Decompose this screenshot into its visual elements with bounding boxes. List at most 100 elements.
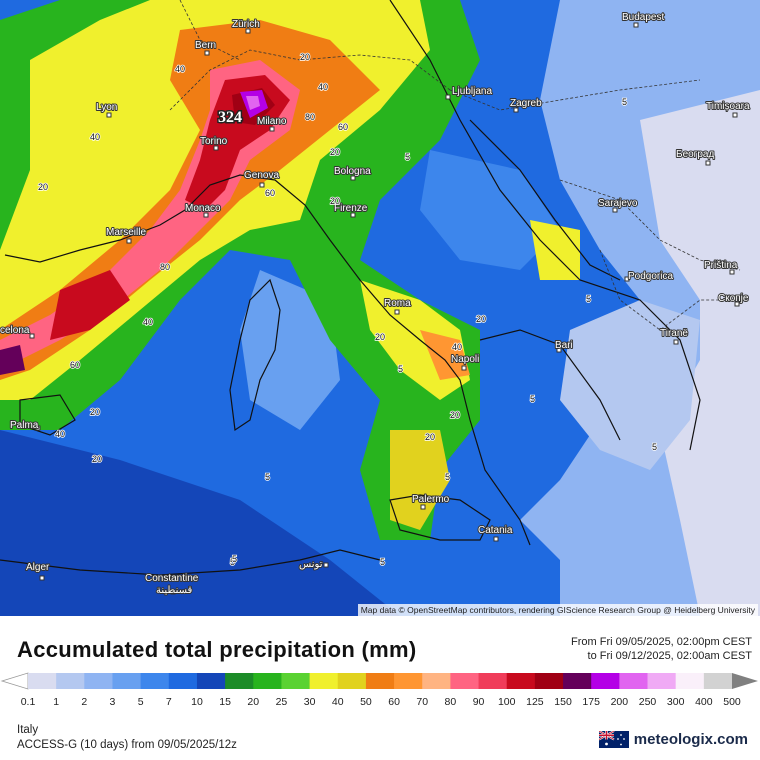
field-west-purple	[0, 345, 25, 375]
city-torino[interactable]: Torino	[199, 135, 229, 151]
city-sarajevo[interactable]: Sarajevo	[597, 197, 639, 213]
city-marseille[interactable]: Marseille	[105, 226, 147, 244]
svg-text:Zagreb: Zagreb	[510, 98, 542, 109]
legend-arrow-high	[732, 673, 758, 689]
legend-swatch	[281, 673, 311, 689]
field-red-gulf	[50, 270, 130, 340]
map-canvas: 324 Zürich Bern Lyon Milano Torino Genov…	[0, 0, 760, 616]
svg-text:Roma: Roma	[384, 298, 411, 309]
legend-labels: 0.1 1 2 3 5 7 10 15 20 25 30 40 50 60 70 80 90 100 125 150 1…	[0, 696, 760, 710]
legend-swatch	[394, 673, 423, 689]
legend-tick-label: 50	[360, 696, 372, 708]
svg-text:Tiranë: Tiranë	[660, 328, 688, 339]
city-firenze[interactable]: Firenze	[333, 202, 369, 218]
legend-colorbar	[0, 672, 758, 690]
svg-text:20: 20	[476, 314, 486, 324]
field-orange-napoli	[420, 330, 470, 380]
svg-text:Београд: Београд	[676, 149, 714, 160]
svg-text:20: 20	[375, 332, 385, 342]
period-from: From Fri 09/05/2025, 02:00pm CEST	[571, 636, 752, 648]
legend-tick-label: 400	[695, 696, 713, 708]
brand-logo[interactable]: meteologix.com	[598, 731, 748, 748]
svg-text:40: 40	[143, 317, 153, 327]
svg-text:5: 5	[586, 294, 591, 304]
legend-swatch	[28, 673, 57, 689]
svg-text:20: 20	[450, 410, 460, 420]
city-monaco[interactable]: Monaco	[184, 202, 222, 218]
city-tirane[interactable]: Tiranë	[659, 327, 689, 345]
svg-text:Palma: Palma	[10, 420, 39, 431]
city-ljubljana[interactable]: Ljubljana	[445, 85, 493, 100]
svg-text:60: 60	[265, 188, 275, 198]
city-bari[interactable]: Bari	[554, 339, 574, 353]
city-milano[interactable]: Milano	[256, 115, 288, 132]
legend-tick-label: 500	[723, 696, 741, 708]
city-bologna[interactable]: Bologna	[333, 165, 372, 181]
legend-tick-label: 70	[416, 696, 429, 708]
svg-text:Genova: Genova	[244, 170, 279, 181]
svg-text:Скопје: Скопје	[718, 293, 749, 304]
legend-tick-label: 15	[219, 696, 231, 708]
svg-text:40: 40	[452, 342, 462, 352]
legend-tick-label: 25	[275, 696, 288, 708]
svg-text:Milano: Milano	[257, 116, 287, 127]
svg-text:20: 20	[92, 454, 102, 464]
legend-swatch	[309, 673, 339, 689]
field-southwest	[0, 430, 400, 616]
svg-text:5: 5	[405, 152, 410, 162]
svg-text:5: 5	[398, 364, 403, 374]
legend-swatch	[112, 673, 142, 689]
field-adriatic	[420, 150, 560, 270]
coastlines	[0, 0, 701, 576]
map-attribution[interactable]: Map data © OpenStreetMap contributors, r…	[357, 604, 758, 616]
city-barcelona[interactable]: celona	[0, 324, 35, 339]
city-zagreb[interactable]: Zagreb	[509, 97, 543, 113]
city-beograd[interactable]: Београд	[675, 148, 715, 166]
legend-tick-label: 7	[165, 696, 172, 708]
legend-swatch	[337, 673, 367, 689]
legend-tick-label: 40	[331, 696, 344, 708]
city-timisoara[interactable]: Timișoara	[705, 100, 751, 118]
city-catania[interactable]: Catania	[477, 524, 514, 542]
svg-text:5: 5	[265, 472, 270, 482]
svg-text:5: 5	[232, 554, 237, 564]
legend-swatch	[591, 673, 620, 689]
legend-swatch	[506, 673, 536, 689]
precipitation-map[interactable]: 324 Zürich Bern Lyon Milano Torino Genov…	[0, 0, 760, 616]
city-palermo[interactable]: Palermo	[411, 493, 451, 510]
legend-swatch	[450, 673, 480, 689]
svg-text:20: 20	[330, 196, 340, 206]
city-roma[interactable]: Roma	[383, 297, 412, 315]
svg-text:40: 40	[175, 64, 185, 74]
city-zurich[interactable]: Zürich	[231, 18, 261, 34]
svg-text:5: 5	[530, 394, 535, 404]
city-napoli[interactable]: Napoli	[450, 353, 480, 371]
city-genova[interactable]: Genova	[243, 169, 280, 188]
svg-text:20: 20	[300, 52, 310, 62]
city-podgorica[interactable]: Podgorica	[624, 270, 674, 283]
city-palma[interactable]: Palma	[9, 419, 41, 432]
legend-tick-label: 5	[137, 696, 144, 708]
legend-tick-label: 20	[247, 696, 260, 708]
legend-swatch	[619, 673, 649, 689]
legend-swatch	[365, 673, 395, 689]
svg-text:Bologna: Bologna	[334, 166, 371, 177]
legend-swatch	[563, 673, 592, 689]
svg-text:Palermo: Palermo	[412, 494, 450, 505]
city-budapest[interactable]: Budapest	[621, 11, 665, 28]
legend-tick-label: 150	[554, 696, 572, 708]
city-alger[interactable]: Alger	[25, 561, 51, 581]
city-pristina[interactable]: Priština	[703, 259, 739, 275]
city-lyon[interactable]: Lyon	[95, 101, 118, 118]
legend-swatch	[225, 673, 254, 689]
australia-flag-icon	[598, 731, 629, 748]
svg-text:Monaco: Monaco	[185, 203, 221, 214]
city-bern[interactable]: Bern	[194, 39, 217, 56]
city-tunis[interactable]: تونس	[298, 558, 329, 571]
legend-swatch	[196, 673, 226, 689]
forecast-period: From Fri 09/05/2025, 02:00pm CEST to Fri…	[571, 635, 752, 663]
city-skopje[interactable]: Скопје	[717, 292, 750, 307]
legend-arrow-low	[0, 672, 29, 690]
field-east-dry	[640, 90, 760, 616]
